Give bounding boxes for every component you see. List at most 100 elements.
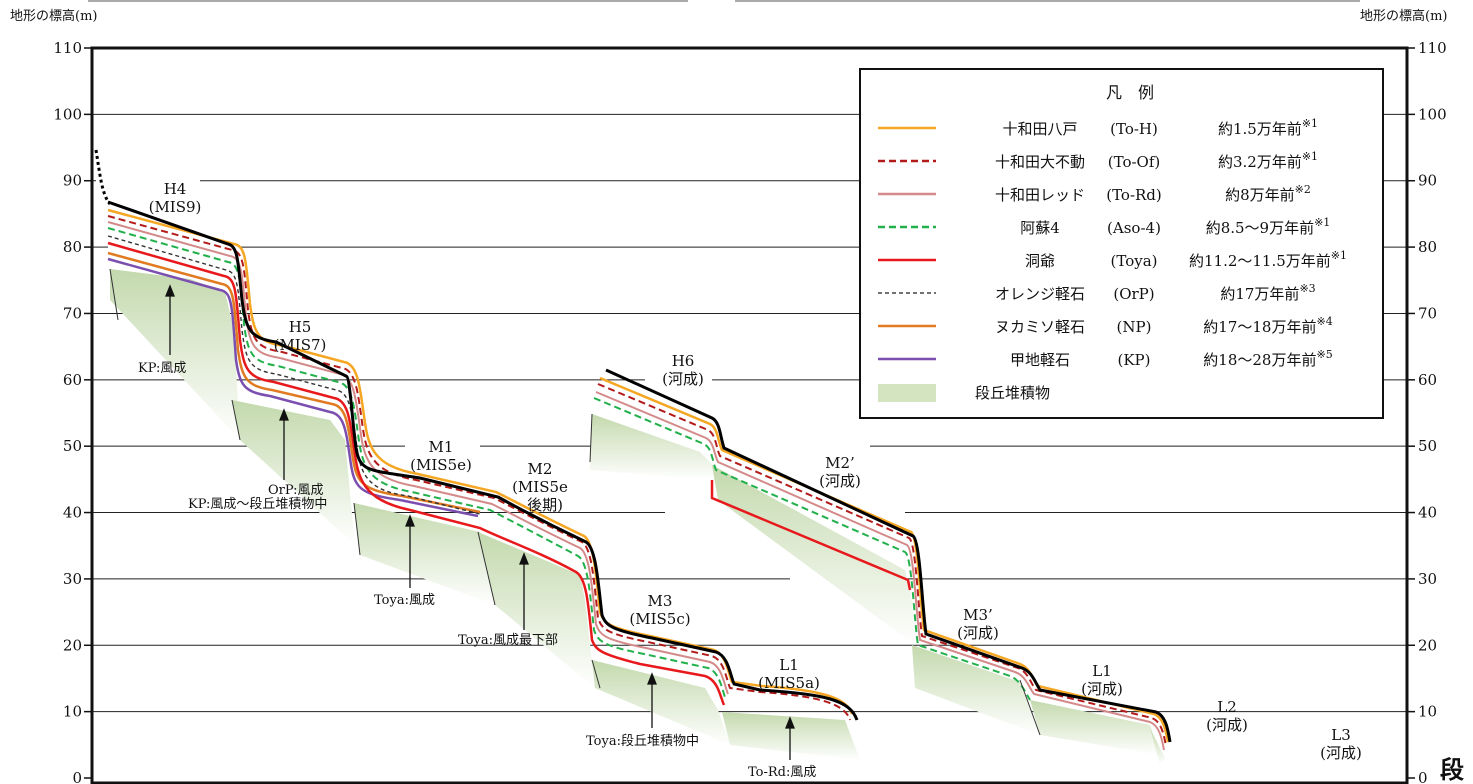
legend-row: 段丘堆積物: [878, 384, 1050, 402]
legend-note: ※2: [1295, 183, 1311, 196]
legend-name: 阿蘇4: [1020, 219, 1060, 237]
legend-name: 十和田レッド: [995, 186, 1085, 204]
right-tick-label: 40: [1418, 504, 1437, 522]
legend-row: 洞爺 (Toya) 約11.2～11.5万年前※1: [878, 249, 1347, 270]
legend-title: 凡 例: [1106, 83, 1154, 102]
deposit-m2: [478, 532, 595, 688]
toya-line-right: [710, 480, 912, 591]
label-l2-1: L2: [1217, 698, 1237, 716]
label-m3p-2: (河成): [957, 624, 999, 642]
deposit-l1: [722, 712, 860, 760]
deposit-m2p: [712, 465, 915, 645]
legend-name: 十和田八戸: [1002, 120, 1077, 138]
left-tick-label: 40: [63, 504, 82, 522]
label-m2-3: 後期): [527, 496, 563, 514]
deposit-h5: [232, 400, 355, 545]
label-h6-1: H6: [672, 352, 695, 370]
label-m3p-1: M3’: [963, 606, 993, 624]
legend-row: 十和田大不動 (To-Of) 約3.2万年前※1: [878, 150, 1318, 171]
label-m2-2: (MIS5e: [512, 478, 568, 496]
note-kp-eolian: KP:風成: [138, 361, 186, 376]
legend-age: 約17～18万年前※4: [1203, 315, 1332, 336]
legend-code: (To-Rd): [1106, 186, 1162, 204]
note-toya-eolian: Toya:風成: [374, 593, 435, 608]
legend-row: オレンジ軽石 (OrP) 約17万年前※3: [878, 282, 1316, 303]
label-m3-2: (MIS5c): [629, 610, 690, 628]
legend-row: 十和田レッド (To-Rd) 約8万年前※2: [878, 183, 1311, 204]
edge-character: 段: [1440, 755, 1464, 784]
label-m2p-1: M2’: [825, 454, 855, 472]
label-l1a-2: (MIS5a): [758, 674, 820, 692]
left-tick-label: 80: [63, 238, 82, 256]
legend-note: ※5: [1316, 348, 1332, 361]
toof-line-right: [597, 383, 1167, 747]
label-h4-1: H4: [164, 180, 187, 198]
label-m2p-2: (河成): [819, 472, 861, 490]
legend-name: 甲地軽石: [1010, 351, 1070, 369]
deposit-h4: [110, 269, 240, 440]
right-tick-label: 20: [1418, 636, 1437, 654]
h4-scarp-dots: [94, 149, 112, 205]
legend-swatch-fill: [878, 384, 936, 402]
legend: 凡 例 十和田八戸 (To-H) 約1.5万年前※1 十和田大不動 (To-Of) 約3.…: [859, 68, 1384, 419]
deposit-h6: [590, 414, 718, 480]
label-l2-2: (河成): [1206, 716, 1248, 734]
deposit-bases: [109, 268, 1041, 736]
legend-code: (Aso-4): [1107, 219, 1161, 237]
legend-code: (KP): [1117, 351, 1150, 369]
note-orp-eolian: OrP:風成: [268, 483, 324, 498]
left-tick-label: 30: [63, 570, 82, 588]
label-l3-1: L3: [1331, 726, 1351, 744]
legend-age: 約11.2～11.5万年前※1: [1189, 249, 1347, 270]
deposit-m3p: [912, 645, 1040, 735]
toya-line-left: [107, 241, 726, 706]
tord-line-left: [107, 221, 729, 695]
right-tick-label: 10: [1418, 703, 1437, 721]
label-l1a-1: L1: [779, 656, 799, 674]
note-toya-deposit: Toya:段丘堆積物中: [586, 734, 699, 749]
label-l1r-1: L1: [1092, 662, 1112, 680]
legend-code: (OrP): [1113, 285, 1154, 303]
deposit-m1: [354, 503, 495, 605]
legend-name: ヌカミソ軽石: [995, 318, 1085, 336]
label-m2-1: M2: [528, 460, 553, 478]
left-tick-label: 110: [53, 39, 82, 57]
annotation-arrows: [165, 284, 795, 760]
right-tick-label: 60: [1418, 371, 1437, 389]
surface-right: [605, 368, 1172, 743]
legend-note: ※4: [1316, 315, 1332, 328]
legend-code: (To-H): [1110, 120, 1158, 138]
label-h5-1: H5: [289, 318, 312, 336]
legend-row: 阿蘇4 (Aso-4) 約8.5～9万年前※1: [878, 216, 1330, 237]
right-tick-label: 80: [1418, 238, 1437, 256]
deposit-l1r: [1030, 700, 1160, 755]
legend-note: ※3: [1299, 282, 1315, 295]
surface-left: [107, 200, 859, 721]
legend-row: 甲地軽石 (KP) 約18～28万年前※5: [878, 348, 1333, 369]
legend-age: 約18～28万年前※5: [1203, 348, 1332, 369]
label-m1-2: (MIS5e): [410, 456, 472, 474]
legend-age: 約8.5～9万年前※1: [1206, 216, 1331, 237]
note-tord-eolian: To-Rd:風成: [748, 765, 816, 780]
label-m3-1: M3: [648, 592, 673, 610]
note-toya-lowest: Toya:風成最下部: [458, 633, 558, 648]
legend-age: 約1.5万年前※1: [1218, 117, 1318, 138]
legend-note: ※1: [1331, 249, 1347, 262]
right-tick-label: 70: [1418, 304, 1437, 322]
legend-name: 十和田大不動: [995, 153, 1085, 171]
note-kp-mixed: KP:風成～段丘堆積物中: [188, 497, 327, 512]
toh-line-right: [599, 376, 1170, 743]
legend-age: 約8万年前※2: [1225, 183, 1311, 204]
axis-ticks: 0 0 10 10 20 20 30 30 40 40 50 50 60 60 70 70 80 80 90 90 10…: [53, 39, 1446, 784]
legend-name: オレンジ軽石: [995, 285, 1085, 303]
orp-line: [107, 235, 481, 515]
left-tick-label: 10: [63, 703, 82, 721]
deposit-l2: [1150, 728, 1165, 765]
deposit-m3: [592, 660, 730, 745]
left-tick-label: 70: [63, 304, 82, 322]
right-tick-label: 0: [1418, 769, 1428, 784]
label-l1r-2: (河成): [1081, 680, 1123, 698]
label-l3-2: (河成): [1320, 744, 1362, 762]
legend-box: [859, 68, 1384, 419]
tord-line-right: [595, 391, 1165, 751]
